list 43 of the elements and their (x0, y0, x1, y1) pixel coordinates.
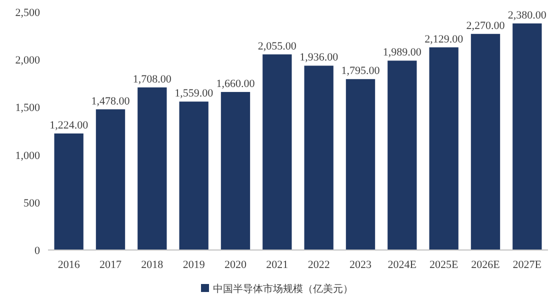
x-tick-label: 2018 (141, 259, 164, 271)
x-tick-label: 2025E (429, 259, 458, 271)
bar (138, 87, 167, 250)
bar (54, 133, 84, 250)
bar (470, 34, 500, 250)
x-tick-label: 2020 (224, 259, 247, 271)
x-tick-label: 2019 (182, 259, 206, 271)
bar (262, 54, 292, 250)
y-tick-label: 2,500 (15, 7, 40, 19)
y-tick-label: 0 (34, 245, 40, 257)
y-tick-label: 1,500 (15, 102, 40, 114)
bar (512, 23, 542, 250)
x-tick-label: 2016 (58, 259, 80, 271)
data-label: 2,129.00 (424, 33, 464, 46)
bar (304, 66, 334, 250)
bar (220, 92, 250, 250)
data-label: 2,380.00 (508, 9, 547, 22)
x-tick-label: 2026E (471, 259, 500, 271)
bar (429, 47, 458, 250)
bar (346, 79, 376, 250)
data-label: 1,224.00 (50, 119, 89, 132)
bar (388, 60, 417, 250)
x-tick-label: 2021 (266, 259, 288, 271)
data-label: 1,660.00 (216, 78, 256, 90)
data-label: 1,989.00 (382, 46, 422, 59)
x-tick-label: 2027E (512, 259, 542, 271)
data-label: 1,559.00 (174, 88, 214, 100)
data-label: 1,936.00 (300, 52, 339, 64)
y-tick-label: 500 (24, 197, 40, 210)
data-label: 1,795.00 (341, 65, 380, 78)
data-label: 2,270.00 (466, 20, 506, 32)
y-tick-label: 1,000 (15, 150, 40, 162)
y-tick-label: 2,000 (15, 54, 40, 67)
bar (179, 102, 208, 250)
data-label: 2,055.00 (258, 40, 297, 52)
data-label: 1,478.00 (91, 95, 130, 108)
x-tick-label: 2017 (100, 259, 122, 271)
legend-label: 中国半导体市场规模（亿美元） (213, 283, 353, 295)
bar (96, 109, 126, 250)
x-tick-label: 2022 (308, 259, 330, 271)
x-tick-label: 2024E (388, 259, 417, 271)
data-label: 1,708.00 (132, 73, 172, 86)
x-tick-label: 2023 (350, 259, 372, 271)
